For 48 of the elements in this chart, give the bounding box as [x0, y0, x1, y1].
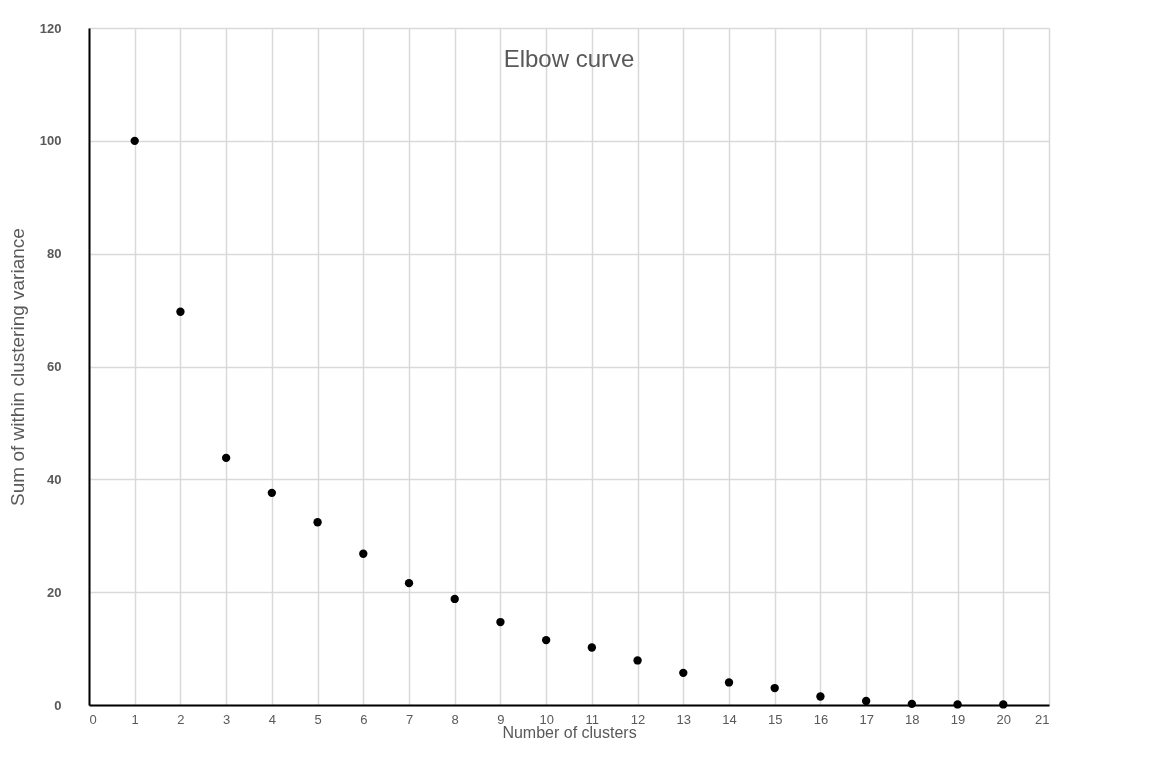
- text: Elbow curve: [503, 45, 635, 72]
- x-tick-label: 17: [859, 711, 874, 727]
- point: [541, 635, 551, 645]
- x-tick-label: 21: [1035, 711, 1050, 727]
- x-tick-label: 20: [996, 711, 1012, 727]
- y-tick-label: 80: [47, 246, 62, 262]
- point: [221, 453, 231, 463]
- x-tick-label: 5: [314, 711, 322, 727]
- x-tick-label: 3: [223, 711, 231, 727]
- x-tick-label: 9: [497, 711, 505, 727]
- x-tick-label: 19: [950, 711, 966, 727]
- x-tick-label: 14: [722, 711, 737, 727]
- y-tick-label: 40: [47, 471, 62, 487]
- point: [724, 678, 734, 687]
- point: [861, 696, 871, 706]
- x-tick-label: 1: [131, 711, 139, 727]
- y-tick-label: 0: [54, 697, 62, 713]
- x-tick-label: 2: [177, 711, 185, 727]
- x-tick-label: 15: [767, 711, 783, 727]
- x-tick-label: 8: [451, 711, 459, 727]
- x-tick-label: 16: [813, 711, 829, 727]
- point: [176, 307, 185, 316]
- point: [267, 488, 277, 498]
- x-tick-label: 18: [905, 711, 920, 727]
- y-tick-label: 100: [39, 133, 62, 149]
- y-axis-title: Sum of within clustering variance: [6, 228, 28, 506]
- point: [496, 617, 505, 627]
- point: [130, 136, 139, 146]
- point: [313, 518, 322, 527]
- y-tick-label: 20: [47, 584, 62, 600]
- point: [770, 683, 779, 693]
- point: [953, 700, 962, 709]
- x-tick-label: 0: [89, 711, 97, 727]
- point: [450, 594, 459, 604]
- x-tick-label: 4: [268, 711, 276, 727]
- y-tick-label: 120: [39, 20, 62, 36]
- x-tick-label: 7: [405, 711, 414, 727]
- x-tick-label: 6: [360, 711, 368, 727]
- point: [633, 656, 642, 665]
- point: [359, 549, 368, 558]
- point: [679, 668, 688, 678]
- point: [999, 700, 1008, 709]
- point: [816, 692, 825, 701]
- point: [587, 643, 597, 652]
- point: [404, 578, 414, 588]
- point: [907, 699, 917, 709]
- y-tick-label: 60: [47, 359, 62, 374]
- x-tick-label: 13: [676, 711, 692, 727]
